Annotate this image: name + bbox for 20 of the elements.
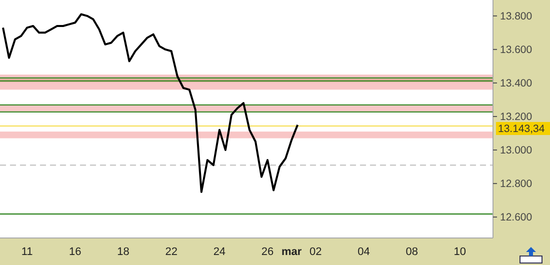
y-tick-label: 13.800	[500, 10, 532, 23]
line-series	[2, 13, 299, 193]
x-tick-label: 24	[213, 246, 226, 258]
y-tick-label: 13.600	[500, 44, 532, 56]
x-tick-label: 02	[310, 246, 322, 258]
x-tick-label: 16	[69, 246, 82, 258]
ref-line-label: 13.143,34	[498, 123, 545, 136]
x-tick-label: 18	[117, 246, 130, 258]
y-tick-label: 13.200	[500, 111, 532, 124]
x-tick-label: 22	[165, 246, 178, 258]
y-tick-label: 13.000	[500, 144, 532, 157]
y-tick-label: 13.400	[500, 78, 532, 90]
x-tick-label: 04	[358, 246, 370, 258]
y-tick-label: 12.600	[500, 212, 532, 224]
x-tick-label: mar	[282, 246, 302, 258]
x-tick-label: 11	[21, 246, 33, 258]
x-tick-label: 08	[406, 246, 418, 258]
x-tick-label: 10	[454, 246, 466, 258]
y-tick-label: 12.800	[500, 178, 532, 190]
x-tick-label: 26	[261, 246, 274, 258]
